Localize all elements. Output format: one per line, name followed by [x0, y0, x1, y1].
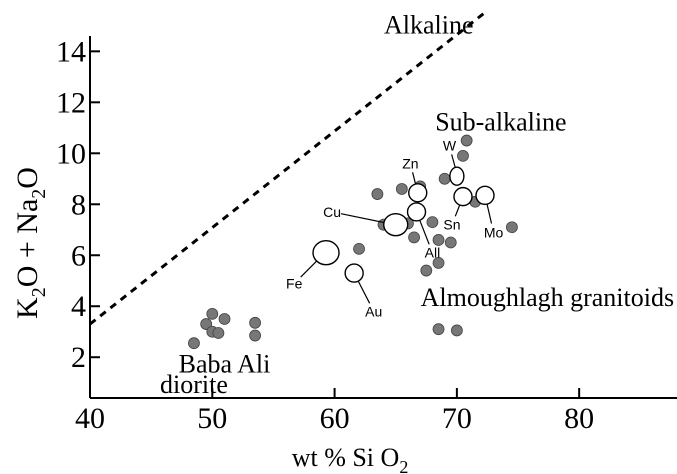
region-label: Alkaline: [384, 10, 474, 39]
metal-label: Fe: [286, 275, 303, 291]
sample-point: [444, 236, 457, 249]
region-label: Baba Ali: [179, 350, 271, 379]
metal-leader-line: [300, 260, 318, 278]
y-tick-label: 8: [71, 188, 86, 221]
metal-leader-line: [412, 172, 417, 185]
sample-point: [432, 323, 445, 336]
metal-ellipse: [449, 166, 465, 186]
metal-ellipse: [406, 202, 427, 222]
sample-point: [218, 313, 231, 325]
region-label: Sub-alkaline: [435, 107, 566, 136]
metal-leader-line: [340, 213, 385, 224]
y-tick-label: 10: [56, 137, 86, 170]
y-axis-title: K2O + Na2O: [11, 167, 50, 319]
metal-label: W: [443, 138, 457, 154]
x-tick-label: 70: [442, 402, 472, 435]
region-label: Almoughlagh granitoids: [421, 283, 674, 312]
metal-label: Au: [365, 303, 382, 319]
y-axis-title-part: K: [11, 297, 44, 319]
y-tick-label: 12: [56, 86, 86, 119]
sample-points: [188, 134, 518, 350]
y-tick-label: 14: [56, 35, 86, 68]
y-axis-title-subscript: 2: [28, 287, 50, 297]
sample-point: [188, 337, 200, 350]
metal-label: Sn: [443, 217, 460, 233]
y-tick-label: 6: [71, 239, 86, 272]
metal-leader-line: [451, 154, 456, 168]
sample-point: [426, 216, 439, 229]
x-axis-title-subscript: 2: [399, 457, 408, 474]
x-tick-label: 50: [197, 402, 227, 435]
metal-ellipse: [383, 212, 409, 237]
metal-label: Mo: [484, 224, 504, 240]
x-tick-label: 60: [320, 402, 350, 435]
alkaline-divider-line: [89, 9, 489, 326]
sample-point: [249, 329, 261, 342]
metal-ellipse: [408, 183, 428, 203]
metal-ellipse: [312, 240, 340, 266]
sample-point: [450, 324, 463, 337]
x-tick-label: 40: [75, 402, 105, 435]
metal-ellipse: [344, 263, 364, 283]
y-axis-title-part: O: [11, 167, 44, 189]
metal-leader-line: [454, 204, 461, 217]
metal-leader-line: [486, 203, 493, 224]
sample-point: [200, 318, 213, 330]
sample-point: [457, 149, 469, 162]
sample-point: [395, 183, 408, 195]
metal-label: Cu: [323, 204, 341, 220]
metal-leader-line: [419, 220, 430, 245]
x-axis-title: wt % Si O2: [292, 443, 409, 474]
x-tick-label: 80: [564, 402, 594, 435]
sample-point: [506, 221, 518, 234]
sample-point: [206, 307, 219, 320]
y-axis-title-subscript: 2: [28, 189, 50, 199]
sample-point: [432, 234, 445, 246]
metal-label: All: [425, 245, 441, 261]
sample-point: [460, 134, 473, 147]
y-axis-title-part: O + Na: [11, 199, 44, 288]
metal-label: Zn: [402, 155, 418, 171]
y-tick-label: 2: [71, 341, 86, 374]
sample-point: [249, 316, 261, 329]
sample-point: [353, 242, 365, 255]
sample-point: [371, 188, 384, 200]
sample-point: [408, 231, 420, 244]
x-axis-title-main: wt % Si O: [292, 443, 400, 472]
metal-ellipse: [453, 186, 473, 207]
sample-point: [212, 327, 225, 339]
y-tick-label: 4: [71, 290, 86, 323]
metal-ellipse: [475, 185, 495, 206]
metal-leader-line: [357, 280, 371, 304]
sample-point: [420, 264, 433, 277]
region-label: diorite: [160, 370, 228, 399]
sample-point: [432, 257, 445, 269]
sample-point: [438, 172, 451, 185]
